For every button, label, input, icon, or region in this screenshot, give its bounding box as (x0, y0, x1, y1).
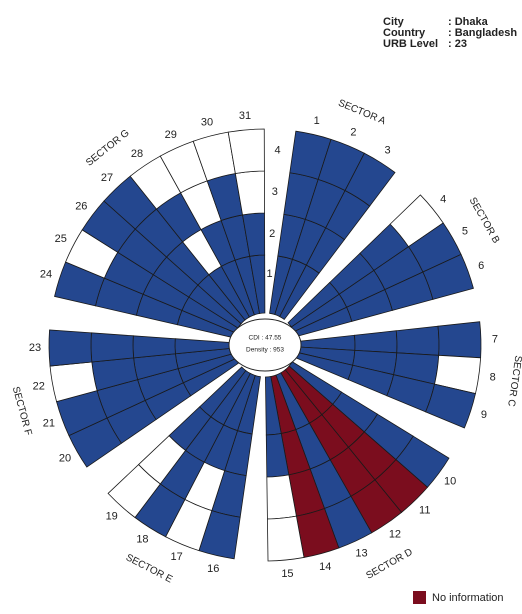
spoke-label: 2 (350, 127, 356, 139)
cell (107, 463, 161, 519)
spoke-label: 24 (40, 269, 52, 281)
info-value: : Dhaka (448, 16, 489, 28)
cell (227, 128, 265, 175)
spoke-label: 25 (55, 233, 67, 245)
cell (48, 329, 93, 367)
cell (425, 383, 476, 429)
spoke-label: 7 (492, 333, 498, 345)
sector-label: SECTOR G (84, 127, 132, 168)
cell (344, 152, 396, 207)
info-key: City (383, 16, 405, 28)
density-label: Density : 953 (246, 347, 284, 354)
info-value: : 23 (448, 38, 467, 50)
info-key: Country (383, 27, 426, 39)
spoke-label: 28 (131, 148, 143, 160)
spoke-label: 10 (444, 475, 456, 487)
spoke-label: 1 (314, 115, 320, 127)
spoke-label: 5 (462, 225, 468, 237)
cell (395, 325, 440, 356)
spoke-label: 3 (384, 144, 390, 156)
spoke-label: 27 (101, 172, 113, 184)
cell (90, 332, 135, 363)
cell (267, 515, 305, 562)
cell (132, 335, 176, 359)
ring-label: 2 (269, 228, 275, 240)
spoke-label: 6 (478, 260, 484, 272)
spoke-label: 12 (389, 529, 401, 541)
spoke-label: 31 (239, 110, 251, 122)
spoke-label: 17 (170, 551, 182, 563)
ring-label: 4 (275, 144, 281, 156)
spoke-label: 29 (165, 129, 177, 141)
sector-label: SECTOR A (336, 98, 387, 128)
spoke-label: 4 (440, 194, 446, 206)
spoke-label: 20 (59, 453, 71, 465)
spoke-label: 15 (281, 568, 293, 580)
spoke-label: 19 (106, 510, 118, 522)
cell (354, 330, 398, 354)
spoke-label: 22 (33, 380, 45, 392)
sector-label: SECTOR D (364, 547, 414, 582)
info-key: URB Level (383, 38, 438, 50)
spoke-label: 18 (136, 534, 148, 546)
sector-label: SECTOR E (124, 552, 175, 585)
spoke-label: 13 (355, 548, 367, 560)
cell (422, 253, 474, 300)
sector-label: SECTOR B (467, 196, 502, 246)
legend-label: No information (432, 592, 504, 604)
sector-label: SECTOR C (505, 355, 522, 408)
cdi-label: CDI : 47.55 (249, 335, 282, 342)
spoke-label: 11 (419, 504, 430, 516)
spoke-label: 26 (75, 200, 87, 212)
legend-swatch (413, 591, 426, 604)
info-value: : Bangladesh (448, 27, 517, 39)
ring-label: 1 (267, 268, 273, 280)
spoke-label: 30 (201, 116, 213, 128)
spoke-label: 16 (207, 563, 219, 575)
spokes (48, 128, 482, 562)
info-panel: City : Dhaka Country : Bangladesh URB Level:… (383, 16, 517, 50)
sector-label: SECTOR F (10, 385, 34, 437)
ring-label: 3 (272, 186, 278, 198)
spoke-label: 8 (490, 372, 496, 384)
spoke-label: 9 (481, 409, 487, 421)
cell (437, 321, 482, 359)
spoke-label: 23 (29, 342, 41, 354)
spoke-label: 21 (43, 418, 55, 430)
center-ellipse (228, 318, 302, 372)
spoke-label: 14 (319, 561, 331, 573)
